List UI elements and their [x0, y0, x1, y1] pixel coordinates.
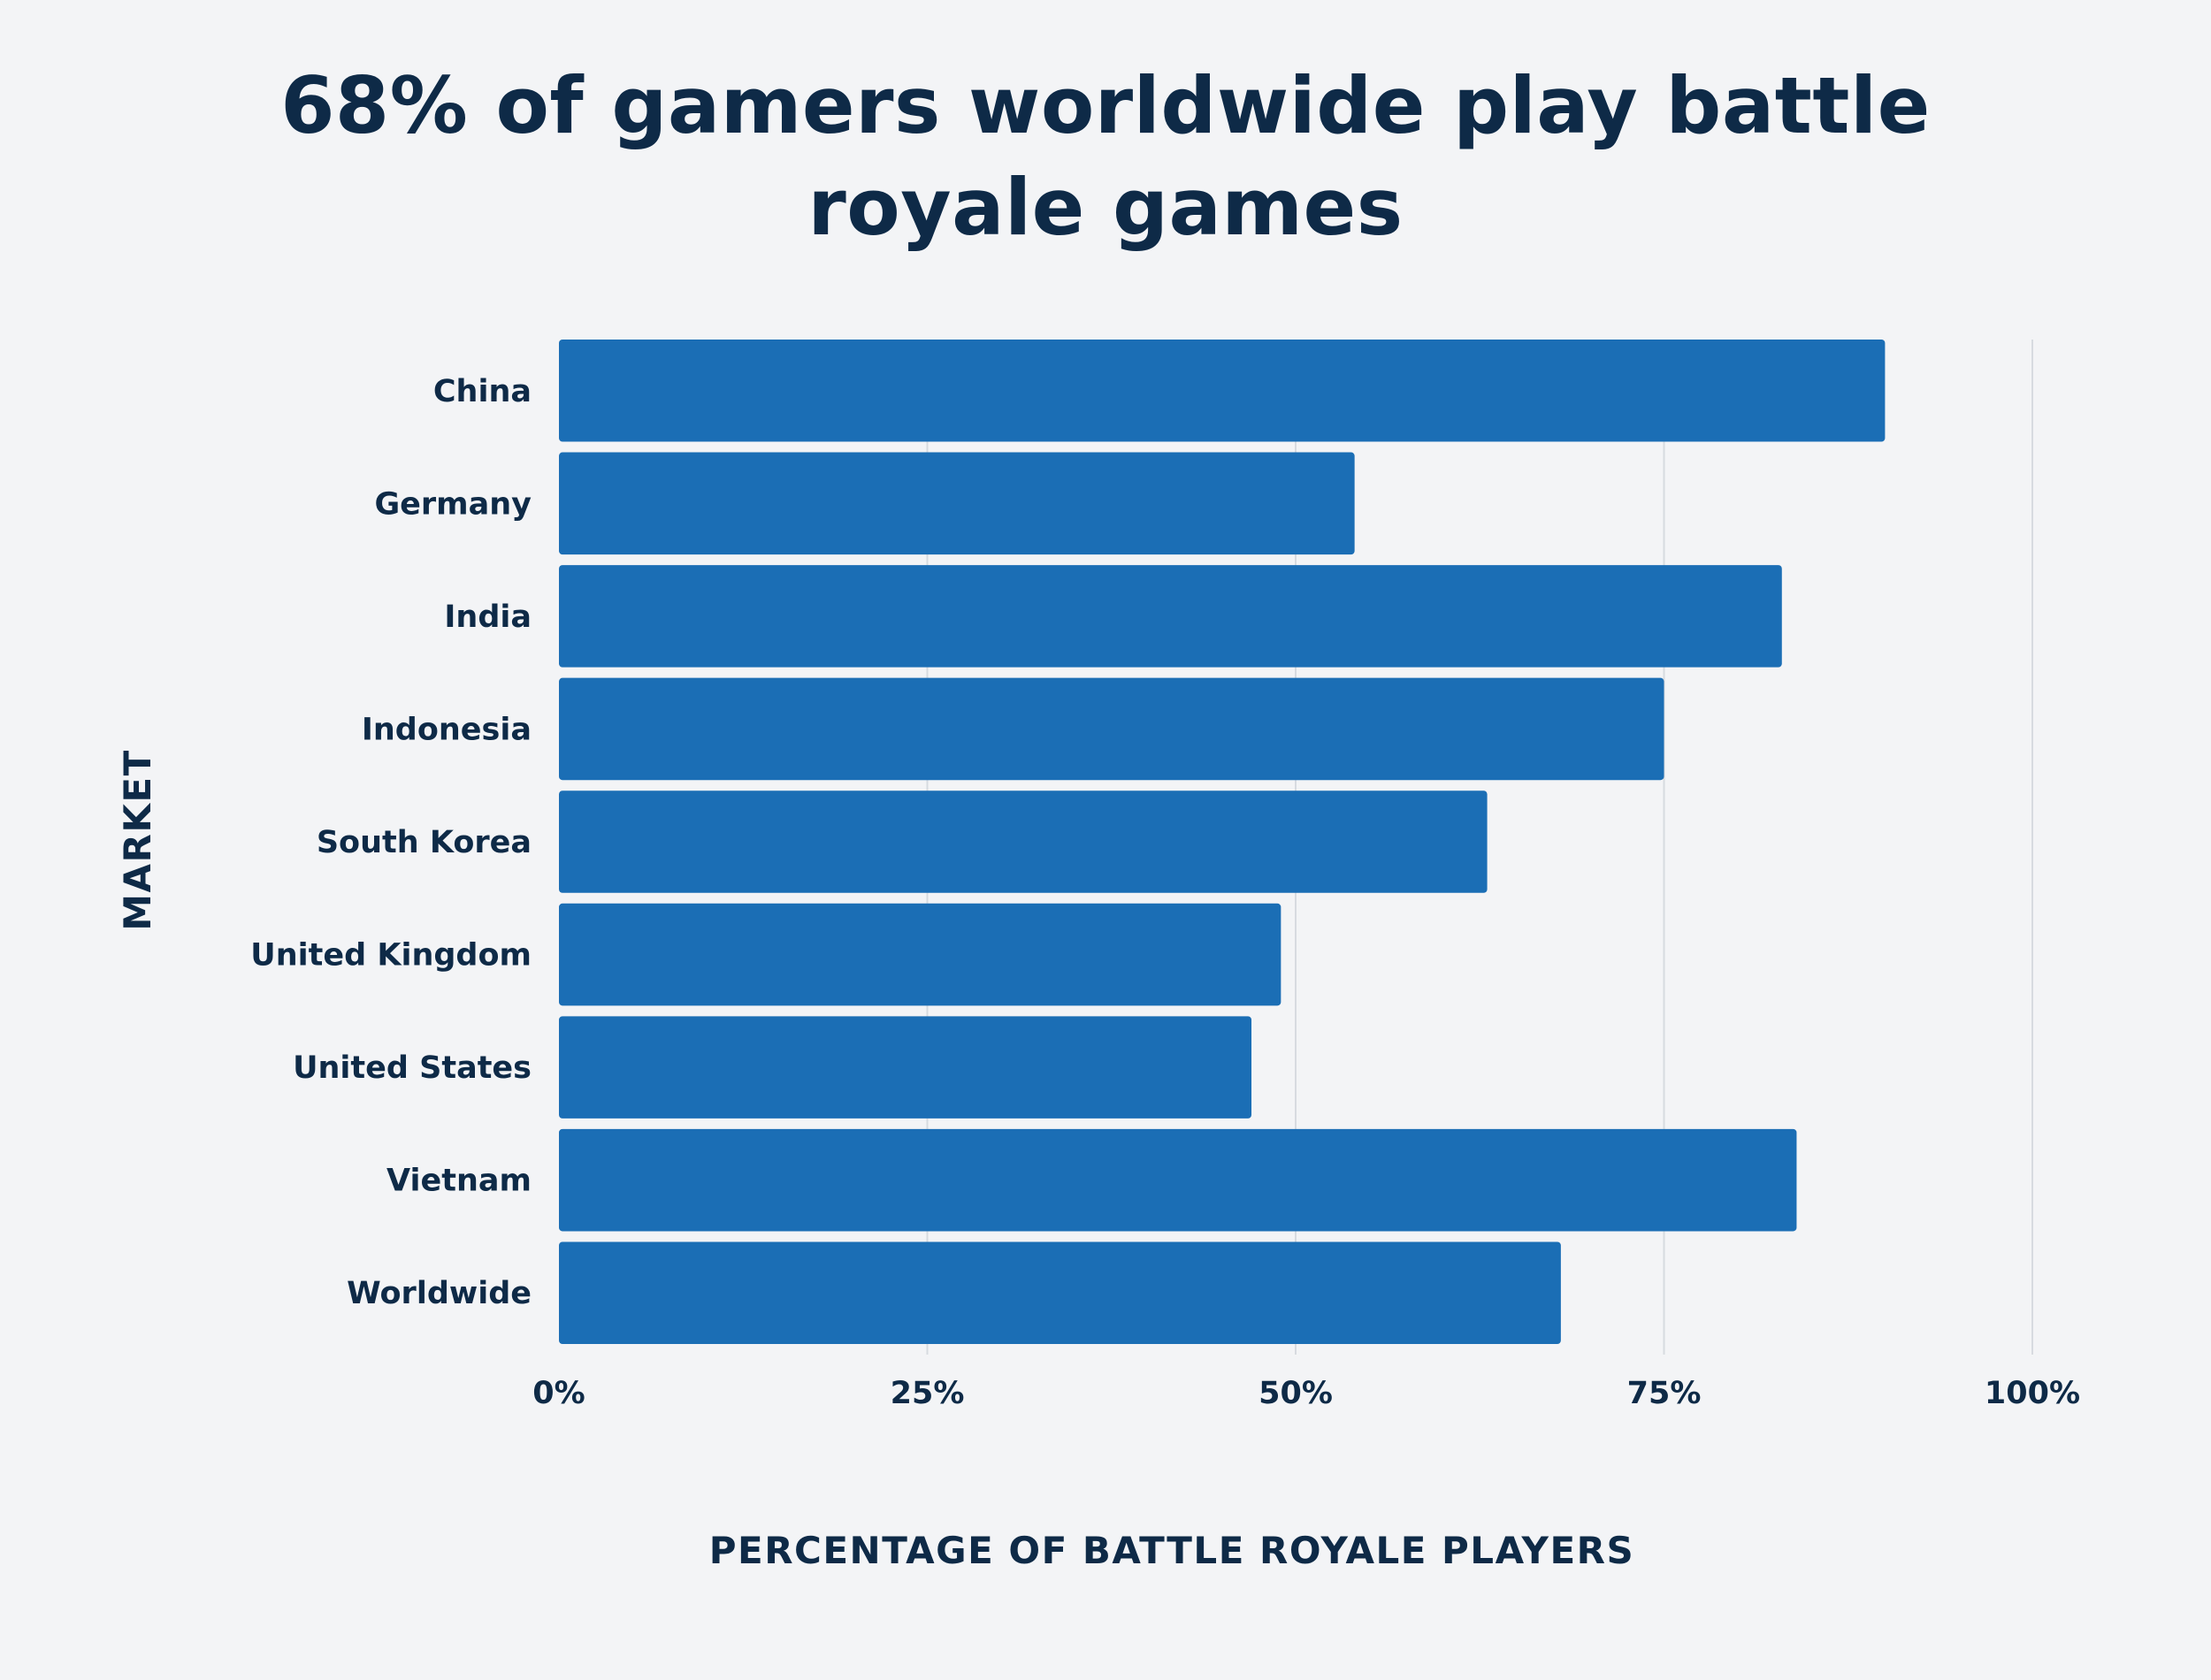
- category-label: Vietnam: [386, 1164, 532, 1199]
- bar: [559, 1016, 1252, 1119]
- x-tick-label: 75%: [1627, 1376, 1702, 1411]
- x-tick-label: 0%: [532, 1376, 585, 1411]
- bar: [559, 903, 1281, 1006]
- y-axis-title: MARKET: [116, 749, 159, 931]
- bar: [559, 452, 1355, 555]
- category-labels: China Germany India Indonesia South Korea Uni…: [250, 374, 532, 1311]
- category-label: South Korea: [317, 825, 532, 860]
- category-label: United Kingdom: [250, 938, 532, 974]
- category-label: China: [433, 374, 532, 409]
- category-label: Worldwide: [347, 1276, 532, 1311]
- bar: [559, 340, 1886, 442]
- category-label: Indonesia: [362, 712, 532, 747]
- bars: [559, 340, 1886, 1344]
- x-tick-label: 50%: [1259, 1376, 1333, 1411]
- chart-title: 68% of gamers worldwide play battle roya…: [280, 60, 1931, 253]
- x-tick-labels: 0% 25% 50% 75% 100%: [532, 1376, 2080, 1411]
- bar: [559, 565, 1782, 668]
- bar: [559, 790, 1488, 893]
- bar: [559, 1241, 1561, 1344]
- category-label: United States: [293, 1050, 532, 1086]
- category-label: India: [444, 599, 532, 635]
- x-tick-label: 100%: [1985, 1376, 2080, 1411]
- bar: [559, 1128, 1797, 1232]
- x-axis-title: PERCENTAGE OF BATTLE ROYALE PLAYERS: [709, 1529, 1635, 1572]
- x-tick-label: 25%: [891, 1376, 965, 1411]
- category-label: Germany: [374, 486, 532, 522]
- bar: [559, 677, 1664, 781]
